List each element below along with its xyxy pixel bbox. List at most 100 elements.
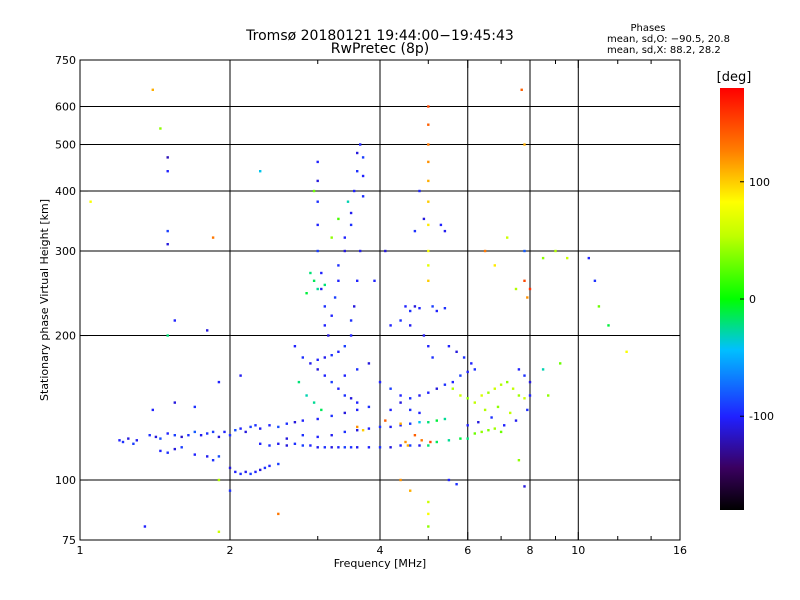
data-point — [473, 401, 476, 404]
data-point — [316, 223, 319, 227]
data-point — [361, 195, 365, 198]
data-point — [480, 394, 483, 397]
data-point — [309, 444, 312, 447]
data-point — [466, 424, 469, 427]
data-point — [199, 434, 203, 437]
data-point — [367, 446, 371, 449]
data-point — [462, 356, 466, 359]
data-point — [359, 249, 362, 253]
data-point — [305, 394, 308, 397]
data-point — [517, 394, 521, 397]
data-point — [418, 394, 421, 397]
data-point — [523, 397, 526, 400]
data-point — [404, 440, 407, 444]
data-point — [356, 170, 359, 173]
data-point — [523, 485, 526, 488]
data-point — [277, 425, 280, 429]
data-point — [607, 324, 610, 327]
data-point — [228, 434, 232, 437]
data-point — [447, 478, 451, 482]
data-point — [466, 437, 469, 440]
data-point — [431, 356, 434, 359]
data-point — [343, 430, 346, 434]
data-point — [356, 368, 359, 371]
data-point — [413, 434, 417, 437]
data-point — [285, 422, 288, 425]
data-point — [244, 430, 247, 434]
data-point — [239, 427, 242, 430]
data-point — [480, 430, 483, 434]
data-point — [211, 459, 215, 462]
data-point — [404, 305, 407, 308]
data-point — [378, 425, 382, 429]
data-point — [427, 143, 430, 146]
data-point — [367, 427, 371, 430]
data-point — [166, 229, 169, 233]
data-point — [466, 370, 469, 374]
data-point — [316, 200, 319, 203]
data-point — [173, 447, 176, 451]
data-point — [483, 408, 487, 412]
y-tick-label: 300 — [55, 245, 76, 258]
data-point — [499, 430, 503, 434]
data-point — [435, 419, 438, 422]
data-point — [323, 324, 326, 327]
data-point — [427, 223, 430, 227]
data-point — [429, 440, 432, 444]
data-point — [356, 408, 359, 412]
chart-title: Tromsø 20180121 19:44:00−19:45:43 — [245, 28, 514, 44]
data-point — [293, 442, 297, 445]
x-tick-label: 16 — [673, 544, 687, 557]
data-point — [239, 374, 242, 377]
data-point — [427, 345, 430, 348]
axis-ticks: 1 2 4 6 8 10 16 75 100 200 300 400 500 600 750 — [55, 54, 687, 557]
data-points — [89, 88, 628, 533]
data-point — [239, 472, 242, 476]
y-tick-label: 200 — [55, 330, 76, 343]
x-axis-label: Frequency [MHz] — [334, 557, 426, 570]
data-point — [268, 464, 271, 468]
data-point — [399, 478, 402, 482]
data-point — [166, 432, 169, 435]
data-point — [459, 394, 462, 397]
data-point — [277, 512, 280, 516]
data-point — [409, 444, 412, 447]
data-point — [309, 271, 312, 275]
data-point — [413, 229, 417, 233]
data-point — [473, 432, 476, 435]
data-point — [443, 383, 447, 386]
grid-lines — [80, 60, 680, 540]
data-point — [343, 446, 346, 449]
data-point — [399, 424, 402, 427]
data-point — [431, 305, 434, 308]
data-point — [349, 211, 353, 215]
data-point — [511, 387, 515, 390]
data-point — [193, 405, 196, 409]
data-point — [166, 334, 169, 337]
data-point — [223, 430, 226, 434]
data-point — [330, 314, 333, 317]
data-point — [443, 229, 447, 233]
data-point — [349, 334, 353, 337]
data-point — [268, 424, 271, 427]
data-point — [506, 380, 509, 384]
data-point — [301, 419, 304, 422]
data-point — [566, 256, 569, 260]
data-point — [154, 435, 158, 439]
data-point — [413, 305, 417, 308]
data-point — [361, 429, 365, 432]
data-point — [427, 391, 430, 394]
data-point — [427, 279, 430, 282]
data-point — [597, 305, 601, 308]
data-point — [330, 236, 333, 239]
data-point — [323, 283, 326, 287]
x-tick-label: 10 — [571, 544, 585, 557]
data-point — [528, 380, 532, 384]
data-point — [323, 305, 326, 308]
data-point — [359, 143, 362, 146]
data-point — [356, 425, 359, 429]
data-point — [316, 446, 319, 449]
data-point — [509, 411, 512, 415]
data-point — [259, 468, 262, 472]
data-point — [285, 437, 288, 440]
